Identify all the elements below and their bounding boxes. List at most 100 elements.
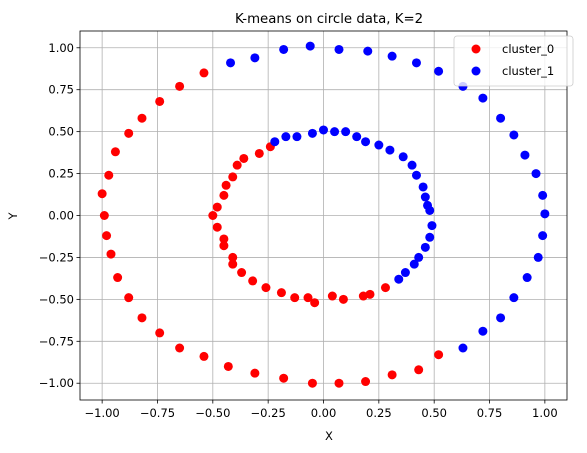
point-cluster_0 (208, 211, 218, 220)
point-cluster_0 (228, 172, 238, 182)
point-cluster_1 (458, 343, 468, 353)
legend-marker-cluster_1 (471, 66, 481, 76)
point-cluster_1 (374, 140, 384, 150)
point-cluster_0 (97, 189, 107, 199)
point-cluster_0 (327, 291, 337, 301)
legend: cluster_0 cluster_1 (453, 35, 574, 87)
point-cluster_1 (411, 170, 421, 180)
point-cluster_0 (250, 368, 260, 378)
point-cluster_0 (137, 113, 147, 123)
x-tick-label: −1.00 (85, 406, 120, 420)
point-cluster_1 (520, 150, 530, 160)
legend-label-cluster_0: cluster_0 (502, 42, 554, 56)
y-axis-ticks: −1.00 −0.75 −0.50 −0.25 0.00 0.25 0.50 0.75 1.00 (39, 41, 80, 390)
point-cluster_1 (330, 127, 340, 137)
point-cluster_1 (420, 242, 430, 252)
point-cluster_1 (341, 127, 351, 137)
point-cluster_1 (509, 293, 519, 303)
point-cluster_0 (303, 293, 313, 303)
legend-marker-cluster_0 (471, 44, 481, 54)
point-cluster_0 (279, 373, 289, 383)
data-points (97, 41, 550, 388)
point-cluster_0 (124, 128, 134, 138)
point-cluster_0 (110, 147, 120, 157)
point-cluster_0 (307, 378, 317, 388)
x-tick-label: 0.50 (421, 406, 447, 420)
y-tick-label: 0.25 (48, 167, 74, 181)
point-cluster_1 (414, 252, 424, 262)
point-cluster_1 (385, 145, 395, 155)
y-tick-label: −0.50 (39, 292, 74, 306)
point-cluster_1 (250, 53, 260, 63)
point-cluster_1 (352, 132, 362, 142)
point-cluster_1 (540, 209, 550, 219)
point-cluster_0 (219, 241, 229, 251)
point-cluster_0 (248, 276, 258, 286)
point-cluster_0 (380, 283, 390, 293)
point-cluster_1 (292, 132, 302, 142)
point-cluster_0 (175, 81, 185, 91)
point-cluster_0 (99, 211, 109, 220)
point-cluster_0 (212, 202, 222, 212)
point-cluster_1 (307, 128, 317, 138)
point-cluster_1 (496, 313, 506, 323)
point-cluster_1 (533, 252, 543, 262)
point-cluster_1 (400, 268, 410, 278)
point-cluster_0 (219, 190, 229, 200)
y-tick-label: 1.00 (48, 41, 74, 55)
point-cluster_1 (363, 46, 373, 56)
y-tick-label: 0.75 (48, 83, 74, 97)
point-cluster_0 (239, 153, 249, 163)
point-cluster_1 (226, 58, 236, 68)
point-cluster_0 (361, 377, 371, 387)
y-tick-label: 0.00 (48, 209, 74, 223)
point-cluster_1 (478, 93, 488, 103)
point-cluster_1 (281, 132, 291, 142)
point-cluster_1 (411, 58, 421, 68)
point-cluster_1 (427, 221, 437, 231)
point-cluster_0 (104, 170, 114, 180)
point-cluster_1 (270, 137, 280, 147)
point-cluster_0 (175, 343, 185, 353)
point-cluster_1 (305, 41, 315, 51)
point-cluster_0 (232, 160, 242, 170)
legend-box (453, 35, 574, 87)
point-cluster_0 (228, 252, 238, 262)
point-cluster_1 (522, 273, 532, 283)
point-cluster_1 (334, 44, 344, 54)
x-tick-label: 0.75 (477, 406, 503, 420)
point-cluster_0 (137, 313, 147, 323)
point-cluster_0 (237, 268, 247, 278)
x-tick-label: 1.00 (532, 406, 558, 420)
point-cluster_1 (418, 182, 428, 192)
point-cluster_1 (398, 152, 408, 162)
x-tick-label: −0.75 (140, 406, 175, 420)
point-cluster_1 (420, 192, 430, 202)
point-cluster_1 (319, 125, 328, 135)
point-cluster_0 (228, 259, 238, 269)
x-axis-label: X (325, 429, 333, 443)
point-cluster_1 (538, 231, 548, 241)
x-tick-label: −0.25 (251, 406, 286, 420)
point-cluster_0 (290, 293, 300, 303)
y-tick-label: −0.75 (39, 334, 74, 348)
point-cluster_0 (219, 234, 229, 244)
point-cluster_1 (394, 274, 404, 284)
x-axis-ticks: −1.00 −0.75 −0.50 −0.25 0.00 0.25 0.50 0.75 1.00 (85, 400, 558, 420)
legend-label-cluster_1: cluster_1 (502, 64, 554, 78)
point-cluster_1 (387, 51, 397, 61)
point-cluster_0 (124, 293, 134, 303)
point-cluster_0 (365, 289, 375, 299)
point-cluster_1 (407, 160, 417, 170)
point-cluster_0 (113, 273, 123, 283)
grid (80, 31, 567, 400)
y-tick-label: −0.25 (39, 250, 74, 264)
y-axis-label: Y (6, 212, 20, 221)
y-tick-label: 0.50 (48, 125, 74, 139)
point-cluster_1 (409, 259, 419, 269)
point-cluster_0 (223, 361, 233, 371)
point-cluster_1 (538, 190, 548, 200)
point-cluster_1 (531, 169, 541, 179)
point-cluster_0 (199, 351, 209, 361)
